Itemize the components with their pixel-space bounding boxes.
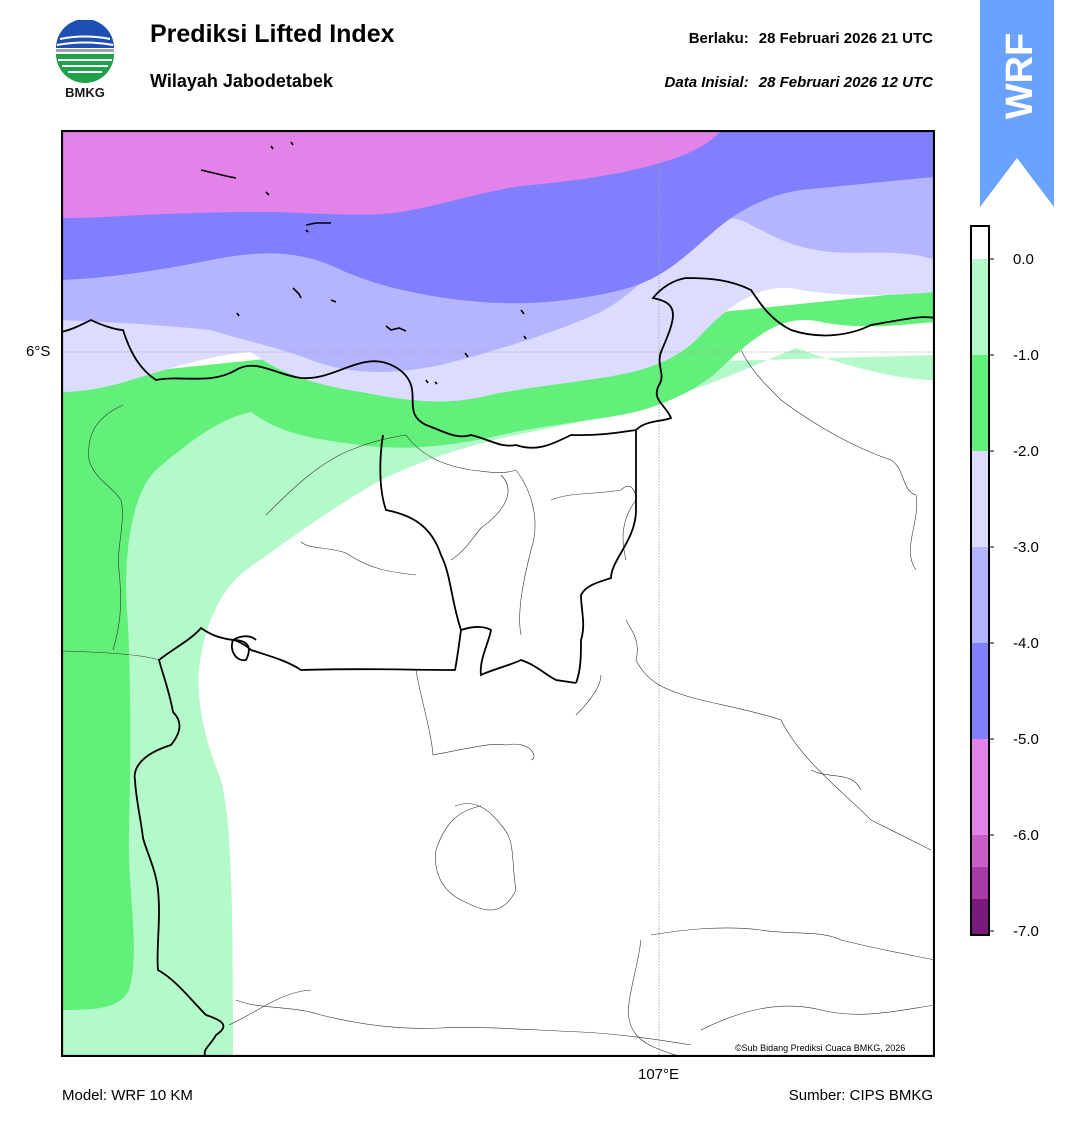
wrf-banner-text: WRF [999, 33, 1041, 120]
colorbar-segment [971, 643, 989, 739]
svg-text:BMKG: BMKG [65, 85, 105, 100]
colorbar-tick-label: -1.0 [1013, 347, 1039, 364]
colorbar-tick-label: 0.0 [1013, 251, 1034, 268]
coastline [61, 277, 935, 1057]
colorbar-legend: 0.0 -1.0 -2.0 -3.0 -4.0 -5.0 -6.0 -7.0 [960, 220, 1068, 970]
wrf-banner: WRF [980, 0, 1054, 210]
longitude-label: 107°E [638, 1066, 680, 1083]
valid-time-label: Berlaku: [688, 30, 749, 47]
colorbar-segment [971, 739, 989, 835]
page-subtitle: Wilayah Jabodetabek [150, 71, 333, 91]
thousand-islands [200, 141, 527, 385]
init-time-label: Data Inisial: [664, 74, 749, 91]
band-minus-1-to-0 [61, 348, 935, 1057]
latitude-label: 6°S [26, 343, 51, 360]
colorbar-segment [971, 226, 989, 259]
model-label: Model: WRF 10 KM [62, 1087, 193, 1104]
map-frame [60, 129, 936, 1058]
colorbar-segment [971, 355, 989, 451]
colorbar-segment [971, 259, 989, 355]
colorbar-tick-label: -2.0 [1013, 443, 1039, 460]
source-label: Sumber: CIPS BMKG [788, 1087, 933, 1104]
colorbar-segment [971, 547, 989, 643]
colorbar-tick-label: -7.0 [1013, 923, 1039, 940]
bmkg-logo: BMKG [52, 19, 118, 102]
band-below-minus-5 [61, 130, 721, 218]
colorbar-segment [971, 835, 989, 867]
bmkg-logo-emblem-icon: BMKG [56, 19, 114, 100]
lifted-index-map [60, 129, 936, 1058]
init-time: Data Inisial: 28 Februari 2026 12 UTC [665, 74, 933, 91]
map-credit: ©Sub Bidang Prediksi Cuaca BMKG, 2026 [735, 1043, 906, 1053]
colorbar-tick-label: -6.0 [1013, 827, 1039, 844]
init-time-value: 28 Februari 2026 12 UTC [758, 74, 933, 91]
colorbar-segment [971, 867, 989, 899]
colorbar-tick-label: -3.0 [1013, 539, 1039, 556]
wrf-banner-shape [980, 0, 1054, 207]
page-title: Prediksi Lifted Index [150, 20, 395, 48]
colorbar-frame [970, 225, 990, 936]
valid-time-value: 28 Februari 2026 21 UTC [758, 30, 933, 47]
colorbar-segment [971, 451, 989, 547]
band-minus-2-to-1 [61, 290, 935, 1010]
colorbar-tick-label: -5.0 [1013, 731, 1039, 748]
colorbar-tick-label: -4.0 [1013, 635, 1039, 652]
valid-time: Berlaku: 28 Februari 2026 21 UTC [689, 30, 933, 47]
regency-boundaries [61, 349, 935, 1057]
colorbar-segment [971, 899, 989, 935]
